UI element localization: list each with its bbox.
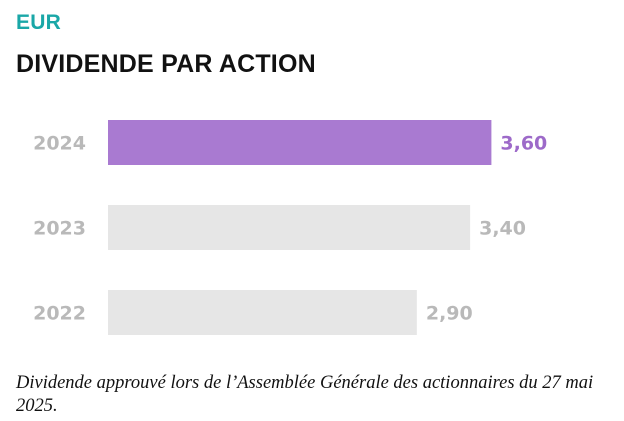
category-label-2022: 2022 — [33, 303, 86, 325]
category-label-2023: 2023 — [33, 218, 86, 240]
bar-2022 — [108, 290, 417, 335]
footnote: Dividende approuvé lors de l’Assemblée G… — [16, 373, 594, 416]
dividend-bar-chart: 2024 3,60 2023 3,40 2022 2,90 — [33, 120, 547, 335]
value-label-2024: 3,60 — [500, 133, 547, 155]
bar-2024 — [108, 120, 492, 165]
chart-title: DIVIDENDE PAR ACTION — [16, 50, 316, 78]
value-label-2023: 3,40 — [479, 218, 526, 240]
currency-label: EUR — [16, 11, 61, 34]
bar-2023 — [108, 205, 471, 250]
value-label-2022: 2,90 — [426, 303, 473, 325]
category-label-2024: 2024 — [33, 133, 86, 155]
